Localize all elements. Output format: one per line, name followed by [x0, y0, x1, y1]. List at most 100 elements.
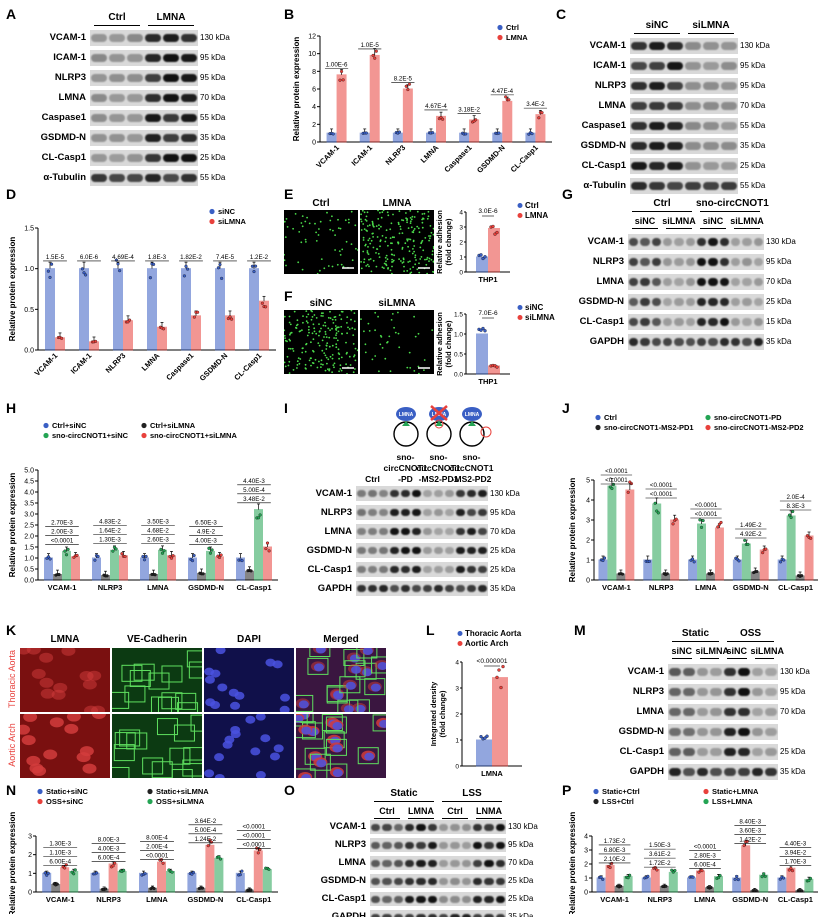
blot-band — [456, 565, 465, 574]
adherent-cell — [340, 263, 343, 266]
data-point — [710, 571, 714, 575]
adherent-cell — [305, 342, 308, 345]
data-point — [620, 572, 625, 576]
bar — [336, 74, 347, 143]
blot-band — [765, 688, 777, 696]
blot-band — [109, 174, 125, 182]
adherent-cell — [316, 272, 319, 274]
blot-a-group: Ctrl — [108, 12, 126, 23]
blot-band — [667, 102, 683, 110]
blot-band — [731, 298, 741, 306]
x-tick-label: Caspase1 — [164, 351, 195, 382]
blot-band — [651, 278, 661, 286]
adherent-cell — [411, 215, 414, 218]
blot-strip — [630, 158, 738, 174]
blot-band — [91, 74, 107, 82]
adherent-cell — [418, 231, 421, 234]
blot-band — [163, 34, 179, 42]
blot-band — [495, 841, 505, 849]
bar — [60, 867, 70, 893]
adherent-cell — [422, 249, 425, 252]
blot-band — [371, 859, 381, 867]
adherent-cell — [348, 355, 351, 358]
adherent-cell — [289, 332, 292, 334]
y-axis-label: Relative protein expression — [568, 812, 577, 914]
lmna-nucleus — [87, 670, 102, 681]
blot-band — [91, 34, 107, 42]
adherent-cell — [315, 240, 318, 242]
adherent-cell — [360, 318, 362, 320]
blot-row-label: GAPDH — [589, 336, 624, 347]
junction-outline — [112, 766, 130, 778]
bar — [697, 523, 706, 581]
adherent-cell — [354, 368, 356, 370]
blot-row-label: Caspase1 — [581, 120, 626, 131]
p-value-label: 1.5E-5 — [46, 254, 65, 261]
blot-m-subgroup: siNC — [726, 646, 747, 656]
bar — [488, 228, 500, 273]
adherent-cell — [309, 357, 312, 360]
blot-row-label: VCAM-1 — [627, 666, 664, 677]
kda-marker: 55 kDa — [740, 181, 766, 190]
junction-outline — [296, 714, 314, 724]
adherent-cell — [338, 370, 340, 373]
adherent-cell — [284, 253, 285, 256]
adherent-cell — [428, 239, 430, 242]
y-tick-label: 10 — [308, 51, 316, 58]
blot-band — [710, 668, 722, 676]
junction-outline — [114, 732, 136, 750]
blot-row-label: CL-Casp1 — [579, 316, 624, 327]
blot-band — [682, 748, 695, 756]
data-point — [601, 877, 605, 881]
blot-band — [439, 877, 449, 885]
legend-label: OSS+siLMNA — [156, 797, 205, 806]
blot-band — [145, 94, 161, 102]
blot-band — [412, 546, 421, 555]
blot-band — [651, 238, 661, 246]
blot-band — [416, 913, 426, 917]
blot-band — [737, 728, 750, 736]
k-image — [20, 648, 110, 712]
blot-band — [631, 62, 647, 70]
blot-band — [91, 94, 107, 102]
adherent-cell — [379, 245, 381, 248]
adherent-cell — [354, 328, 356, 331]
bar — [436, 115, 446, 143]
blot-band — [696, 688, 709, 696]
bar — [492, 677, 508, 767]
lmna-nucleus — [29, 763, 44, 774]
blot-band — [685, 82, 701, 90]
blot-strip — [628, 254, 764, 270]
x-tick-label: VCAM-1 — [314, 143, 341, 170]
blot-row-label: LMNA — [596, 276, 624, 287]
blot-band — [703, 82, 719, 90]
legend-marker — [517, 203, 523, 208]
blot-band — [724, 748, 736, 756]
lmna-nucleus — [82, 763, 97, 774]
adherent-cell — [353, 320, 356, 323]
adherent-cell — [331, 265, 334, 268]
adherent-cell — [413, 370, 416, 372]
junction-outline — [119, 729, 141, 747]
blot-row-label: NLRP3 — [594, 80, 626, 91]
data-point — [537, 116, 541, 120]
blot-band — [696, 708, 709, 716]
x-tick-label: VCAM-1 — [600, 895, 629, 904]
data-point — [66, 547, 70, 551]
data-point — [530, 132, 534, 136]
lmna-protein-blob — [461, 407, 482, 421]
p-value-label: 1.42E-2 — [739, 836, 761, 843]
adherent-cell — [408, 351, 411, 354]
adherent-cell — [384, 357, 387, 360]
junction-outline — [186, 650, 202, 668]
data-point — [674, 517, 678, 521]
data-point — [483, 255, 487, 259]
blot-band — [721, 122, 737, 130]
blot-band — [127, 134, 143, 142]
legend-label: Ctrl — [525, 201, 539, 210]
adherent-cell — [319, 269, 321, 272]
blot-strip — [668, 764, 778, 780]
kda-marker: 25 kDa — [508, 876, 534, 885]
panel-label-M: M — [574, 622, 586, 638]
